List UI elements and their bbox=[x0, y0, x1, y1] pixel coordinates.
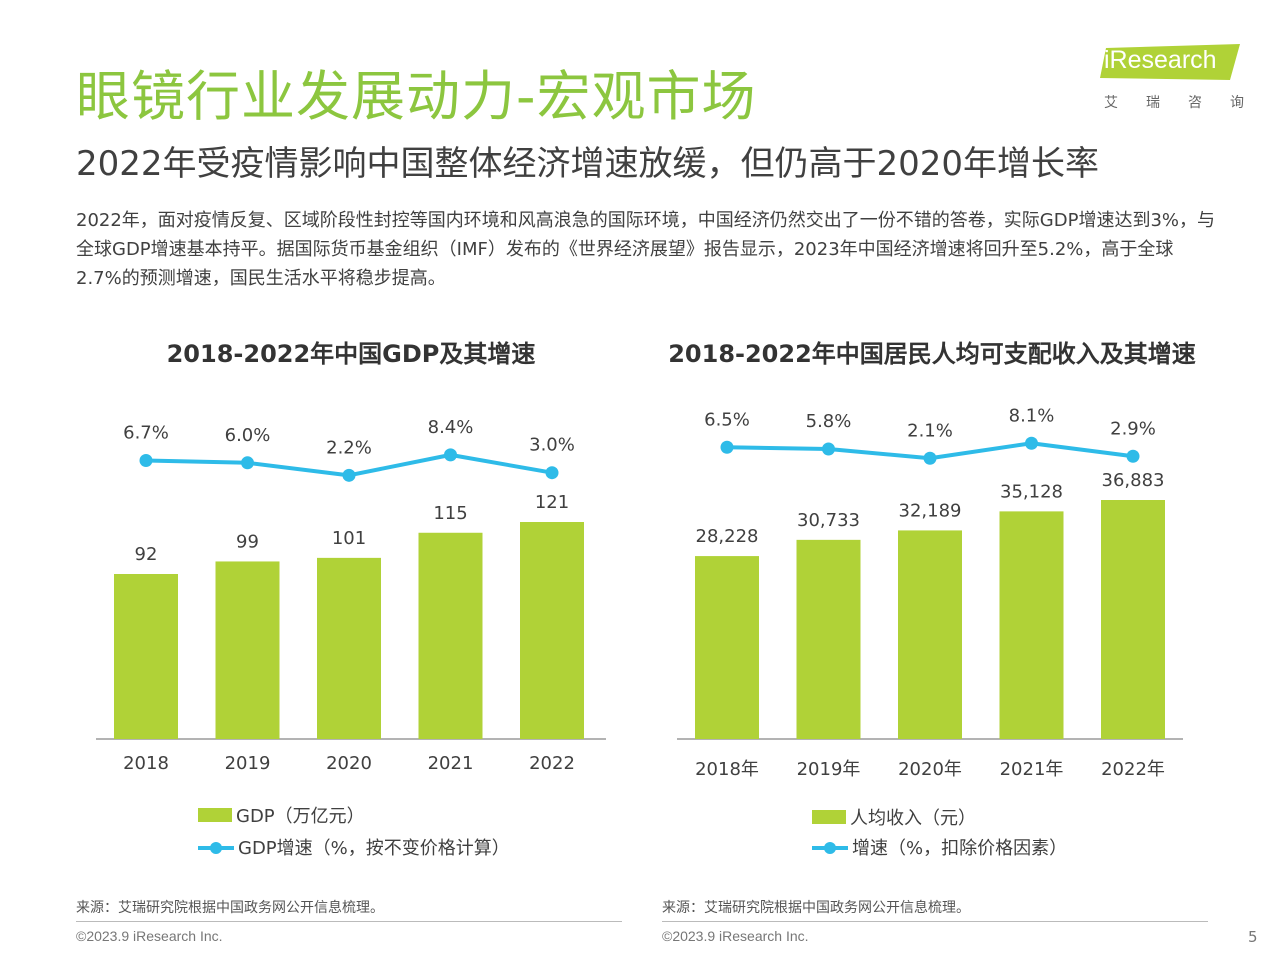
gdp-bar bbox=[215, 561, 280, 739]
logo-wordmark: iResearch bbox=[1104, 46, 1217, 74]
legend-bar-swatch bbox=[812, 810, 846, 824]
legend-item-gdp: GDP（万亿元） bbox=[198, 802, 365, 828]
logo-char: 艾 bbox=[1104, 95, 1118, 111]
legend-label: GDP（万亿元） bbox=[236, 806, 365, 827]
income-category-label: 2022年 bbox=[1101, 759, 1165, 780]
income-chart-title: 2018-2022年中国居民人均可支配收入及其增速 bbox=[668, 340, 1196, 368]
income-bar-value-label: 36,883 bbox=[1102, 470, 1165, 491]
income-growth-label: 2.1% bbox=[907, 420, 953, 441]
income-category-label: 2018年 bbox=[695, 759, 759, 780]
income-growth-point bbox=[720, 440, 734, 454]
gdp-bar bbox=[114, 574, 178, 739]
income-growth-point bbox=[822, 442, 835, 456]
legend-item-gdp-growth: GDP增速（%，按不变价格计算） bbox=[198, 834, 510, 860]
gdp-category-label: 2020 bbox=[326, 753, 372, 774]
gdp-growth-label: 6.7% bbox=[123, 422, 169, 443]
gdp-growth-point bbox=[139, 453, 153, 467]
income-bar-value-label: 28,228 bbox=[696, 526, 759, 547]
gdp-growth-label: 3.0% bbox=[529, 435, 575, 456]
gdp-bar bbox=[317, 557, 381, 739]
gdp-growth-point bbox=[545, 466, 559, 480]
income-category-label: 2019年 bbox=[797, 759, 861, 780]
legend-label: GDP增速（%，按不变价格计算） bbox=[238, 838, 510, 859]
legend-line-swatch bbox=[812, 840, 848, 854]
income-growth-label: 5.8% bbox=[806, 411, 852, 432]
income-growth-point bbox=[1025, 436, 1038, 450]
gdp-growth-label: 2.2% bbox=[326, 437, 372, 458]
gdp-category-label: 2021 bbox=[428, 753, 474, 774]
copyright-right: ©2023.9 iResearch Inc. bbox=[662, 928, 809, 944]
logo-banner-shape bbox=[1100, 44, 1240, 80]
legend-label: 人均收入（元） bbox=[850, 808, 976, 829]
logo-char: 瑞 bbox=[1146, 95, 1160, 111]
income-growth-point bbox=[1126, 449, 1140, 463]
gdp-bar-value-label: 92 bbox=[135, 544, 158, 565]
gdp-chart-title: 2018-2022年中国GDP及其增速 bbox=[166, 340, 536, 368]
legend-bar-swatch bbox=[198, 808, 232, 822]
legend-item-income: 人均收入（元） bbox=[812, 804, 976, 830]
gdp-category-label: 2018 bbox=[123, 753, 169, 774]
income-growth-label: 8.1% bbox=[1009, 405, 1055, 426]
gdp-growth-point bbox=[342, 468, 356, 482]
income-chart-legend: 人均收入（元） 增速（%，扣除价格因素） bbox=[812, 804, 1112, 860]
gdp-bar-value-label: 115 bbox=[433, 503, 467, 524]
gdp-growth-point bbox=[241, 456, 254, 470]
income-category-label: 2021年 bbox=[1000, 759, 1064, 780]
gdp-category-label: 2022 bbox=[529, 753, 575, 774]
summary-paragraph: 2022年，面对疫情反复、区域阶段性封控等国内环境和风高浪急的国际环境，中国经济… bbox=[76, 210, 1216, 289]
gdp-chart-legend: GDP（万亿元） GDP增速（%，按不变价格计算） bbox=[198, 802, 518, 860]
income-chart: 28,228 2018年 30,733 2019年 32,189 2020年 35,128 2… bbox=[677, 405, 1183, 780]
legend-label: 增速（%，扣除价格因素） bbox=[852, 838, 1068, 859]
income-bar bbox=[796, 539, 861, 739]
logo-char: 咨 bbox=[1188, 95, 1202, 111]
income-growth-label: 2.9% bbox=[1110, 418, 1156, 439]
gdp-chart: 92 2018 99 2019 101 2020 115 2021 121 2022 6.7% 6.0… bbox=[96, 417, 606, 774]
income-bar bbox=[695, 556, 759, 739]
copyright-left: ©2023.9 iResearch Inc. bbox=[76, 928, 223, 944]
gdp-bar-value-label: 121 bbox=[535, 492, 569, 513]
gdp-bar-value-label: 99 bbox=[236, 531, 259, 552]
income-growth-point bbox=[923, 451, 937, 465]
legend-item-income-growth: 增速（%，扣除价格因素） bbox=[812, 834, 1067, 860]
iresearch-logo: iResearch 艾 瑞 咨 询 bbox=[1100, 42, 1246, 112]
income-chart-source: 来源：艾瑞研究院根据中国政务网公开信息梳理。 bbox=[662, 900, 970, 916]
gdp-bar bbox=[520, 522, 584, 739]
income-bar bbox=[898, 530, 962, 739]
gdp-bar bbox=[418, 532, 483, 739]
page-number: 5 bbox=[1248, 928, 1258, 946]
footer-divider-right bbox=[662, 921, 1208, 922]
logo-chinese-name: 艾 瑞 咨 询 bbox=[1104, 92, 1244, 112]
page-title: 眼镜行业发展动力-宏观市场 bbox=[76, 65, 757, 128]
gdp-bar-value-label: 101 bbox=[332, 528, 366, 549]
legend-line-swatch bbox=[198, 840, 234, 854]
gdp-chart-source: 来源：艾瑞研究院根据中国政务网公开信息梳理。 bbox=[76, 900, 384, 916]
income-bar-value-label: 35,128 bbox=[1000, 481, 1063, 502]
logo-char: 询 bbox=[1230, 95, 1244, 111]
income-category-label: 2020年 bbox=[898, 759, 962, 780]
gdp-category-label: 2019 bbox=[225, 753, 271, 774]
income-bar-value-label: 30,733 bbox=[797, 510, 860, 531]
page-subtitle: 2022年受疫情影响中国整体经济增速放缓，但仍高于2020年增长率 bbox=[76, 144, 1100, 184]
income-bar bbox=[1101, 500, 1165, 739]
footer-divider-left bbox=[76, 921, 622, 922]
income-bar-value-label: 32,189 bbox=[899, 500, 962, 521]
income-bar bbox=[999, 511, 1064, 739]
gdp-growth-label: 6.0% bbox=[225, 425, 271, 446]
gdp-growth-point bbox=[444, 448, 457, 462]
gdp-growth-label: 8.4% bbox=[428, 417, 474, 438]
income-growth-label: 6.5% bbox=[704, 409, 750, 430]
